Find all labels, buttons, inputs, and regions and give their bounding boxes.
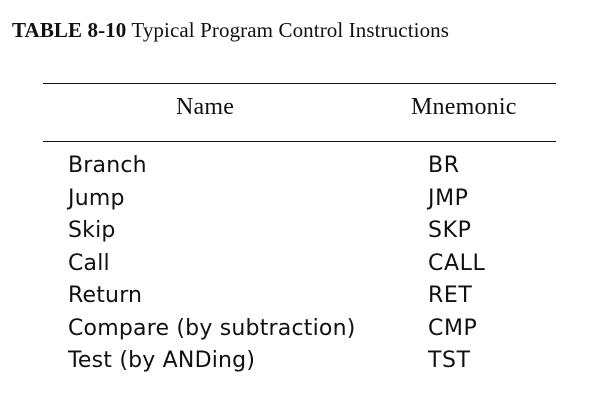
table-number: TABLE 8-10 (12, 18, 127, 42)
table-row: Test (by ANDing) TST (0, 348, 607, 381)
instruction-name: Call (68, 250, 110, 276)
instruction-name: Branch (68, 153, 147, 178)
instruction-name: Test (by ANDing) (68, 348, 256, 373)
table-caption: TABLE 8-10 Typical Program Control Instr… (12, 18, 449, 43)
table-row: Jump JMP (0, 186, 607, 219)
instruction-mnemonic: BR (428, 153, 460, 178)
instruction-mnemonic: JMP (428, 185, 469, 211)
instruction-name: Skip (68, 218, 116, 243)
table-header-rule (43, 141, 556, 142)
instruction-name: Return (68, 283, 143, 308)
instruction-name: Jump (68, 185, 125, 211)
table-row: Return RET (0, 283, 607, 316)
instruction-mnemonic: RET (428, 283, 473, 308)
instruction-mnemonic: TST (428, 348, 471, 373)
table-row: Compare (by subtraction) CMP (0, 316, 607, 349)
instruction-name: Compare (by subtraction) (68, 315, 356, 341)
instruction-mnemonic: CMP (428, 315, 478, 341)
column-header-name: Name (176, 94, 235, 120)
table-row: Branch BR (0, 153, 607, 186)
instruction-mnemonic: SKP (428, 218, 472, 243)
table-top-rule (43, 83, 556, 84)
table-row: Call CALL (0, 251, 607, 284)
instruction-mnemonic: CALL (428, 250, 486, 276)
table-row: Skip SKP (0, 218, 607, 251)
table-title: Typical Program Control Instructions (131, 18, 450, 42)
column-header-mnemonic: Mnemonic (411, 94, 517, 120)
table-body: Branch BR Jump JMP Skip SKP Call CALL Re… (0, 153, 607, 381)
